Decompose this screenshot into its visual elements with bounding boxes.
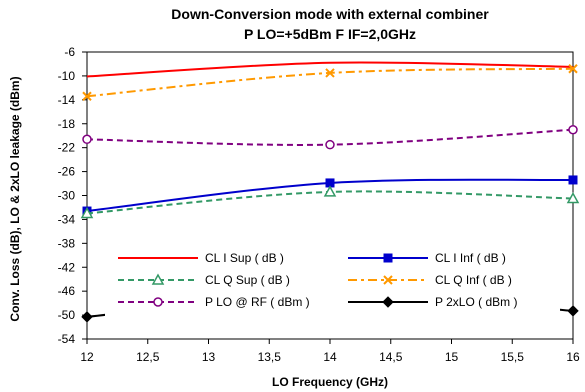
y-tick-label: -46 — [58, 284, 76, 298]
data-point — [567, 305, 579, 317]
y-tick-label: -6 — [64, 45, 75, 59]
legend-marker — [382, 296, 394, 308]
legend-label: CL Q Sup ( dB ) — [205, 273, 290, 287]
legend-marker — [151, 273, 165, 285]
legend-marker — [383, 275, 393, 285]
x-tick-label: 14 — [323, 350, 337, 364]
legend-marker — [153, 297, 163, 307]
y-tick-label: -50 — [58, 308, 76, 322]
x-tick-label: 15 — [445, 350, 459, 364]
data-point — [82, 91, 92, 101]
legend-label: CL I Sup ( dB ) — [205, 251, 284, 265]
y-tick-label: -42 — [58, 260, 76, 274]
x-tick-label: 13,5 — [258, 350, 282, 364]
marker-stroke — [82, 91, 92, 101]
y-tick-label: -34 — [58, 212, 76, 226]
data-point — [81, 311, 93, 323]
legend-label: CL I Inf ( dB ) — [435, 251, 506, 265]
legend-box — [105, 242, 560, 324]
legend-label: P LO @ RF ( dBm ) — [205, 295, 310, 309]
x-axis-label: LO Frequency (GHz) — [272, 375, 388, 389]
data-point — [568, 175, 578, 185]
series-1 — [86, 61, 574, 78]
legend-item: CL I Sup ( dB ) — [118, 251, 284, 265]
data-point — [568, 124, 578, 135]
legend-item: CL Q Inf ( dB ) — [348, 273, 512, 287]
series-line — [86, 61, 574, 78]
legend-item: CL Q Sup ( dB ) — [118, 273, 290, 287]
chart-subtitle: P LO=+5dBm F IF=2,0GHz — [244, 26, 416, 42]
y-tick-label: -14 — [58, 93, 76, 107]
y-tick-label: -30 — [58, 189, 76, 203]
legend-item: P 2xLO ( dBm ) — [348, 295, 517, 309]
y-tick-label: -10 — [58, 69, 76, 83]
marker-stroke — [325, 68, 335, 78]
series-5 — [82, 124, 578, 150]
y-tick-label: -38 — [58, 236, 76, 250]
data-point — [82, 134, 92, 145]
x-tick-label: 12 — [80, 350, 94, 364]
legend-label: P 2xLO ( dBm ) — [435, 295, 517, 309]
data-point — [568, 64, 578, 74]
y-tick-label: -26 — [58, 165, 76, 179]
series-4 — [82, 64, 578, 101]
marker-stroke — [568, 64, 578, 74]
x-tick-label: 15,5 — [501, 350, 525, 364]
data-point — [325, 139, 335, 150]
x-tick-label: 14,5 — [379, 350, 403, 364]
y-tick-label: -22 — [58, 141, 76, 155]
marker-stroke — [383, 275, 393, 285]
data-point — [323, 185, 337, 197]
data-point — [80, 206, 94, 219]
y-axis-label: Conv. Loss (dB), LO & 2xLO leakage (dBm) — [8, 76, 22, 321]
y-tick-label: -18 — [58, 117, 76, 131]
legend-item: P LO @ RF ( dBm ) — [118, 295, 310, 309]
legend-item: CL I Inf ( dB ) — [348, 251, 506, 265]
chart-title: Down-Conversion mode with external combi… — [171, 6, 489, 22]
x-tick-label: 12,5 — [136, 350, 160, 364]
x-tick-label: 16 — [566, 350, 580, 364]
data-point — [325, 68, 335, 78]
data-point — [566, 191, 580, 204]
legend-label: CL Q Inf ( dB ) — [435, 273, 512, 287]
y-tick-label: -54 — [58, 332, 76, 346]
legend-marker — [383, 253, 393, 263]
x-tick-label: 13 — [202, 350, 216, 364]
series-3 — [80, 185, 580, 219]
